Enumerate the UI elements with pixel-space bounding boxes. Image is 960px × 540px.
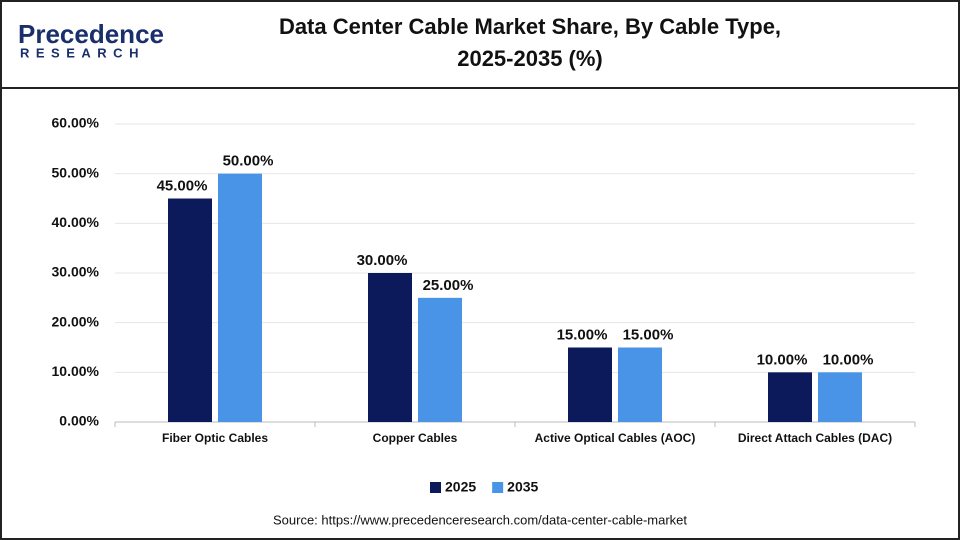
value-label: 50.00%: [223, 153, 274, 170]
y-tick-label: 30.00%: [52, 264, 100, 280]
value-label: 30.00%: [357, 252, 408, 269]
bar: [418, 297, 462, 422]
y-tick-label: 0.00%: [59, 413, 99, 429]
legend-swatch: [492, 482, 504, 493]
y-tick-label: 10.00%: [52, 363, 100, 379]
bar: [218, 173, 262, 422]
bar: [768, 372, 812, 422]
value-label: 15.00%: [623, 326, 674, 343]
bar: [568, 347, 612, 422]
x-tick-label: Fiber Optic Cables: [162, 431, 268, 445]
source: Source: https://www.precedenceresearch.c…: [273, 512, 687, 527]
value-label: 25.00%: [423, 277, 474, 294]
legend-label: 2025: [445, 479, 476, 495]
value-label: 10.00%: [757, 351, 808, 368]
logo-tagline: RESEARCH: [20, 45, 145, 60]
y-tick-label: 20.00%: [52, 313, 100, 329]
y-tick-label: 50.00%: [52, 164, 100, 180]
y-tick-label: 60.00%: [52, 115, 100, 131]
value-label: 15.00%: [557, 326, 608, 343]
x-tick-label: Direct Attach Cables (DAC): [738, 431, 892, 445]
legend-swatch: [430, 482, 441, 493]
value-label: 45.00%: [157, 177, 208, 194]
bar: [368, 273, 412, 422]
x-tick-label: Copper Cables: [373, 431, 458, 445]
logo-name: Precedence: [18, 19, 164, 49]
chart-title: Data Center Cable Market Share, By Cable…: [279, 14, 781, 39]
value-label: 10.00%: [823, 351, 874, 368]
bar: [168, 198, 212, 422]
chart-title: 2025-2035 (%): [457, 46, 603, 71]
y-tick-label: 40.00%: [52, 214, 100, 230]
bar: [618, 347, 662, 422]
x-tick-label: Active Optical Cables (AOC): [535, 431, 696, 445]
legend-label: 2035: [507, 479, 538, 495]
bar: [818, 372, 862, 422]
